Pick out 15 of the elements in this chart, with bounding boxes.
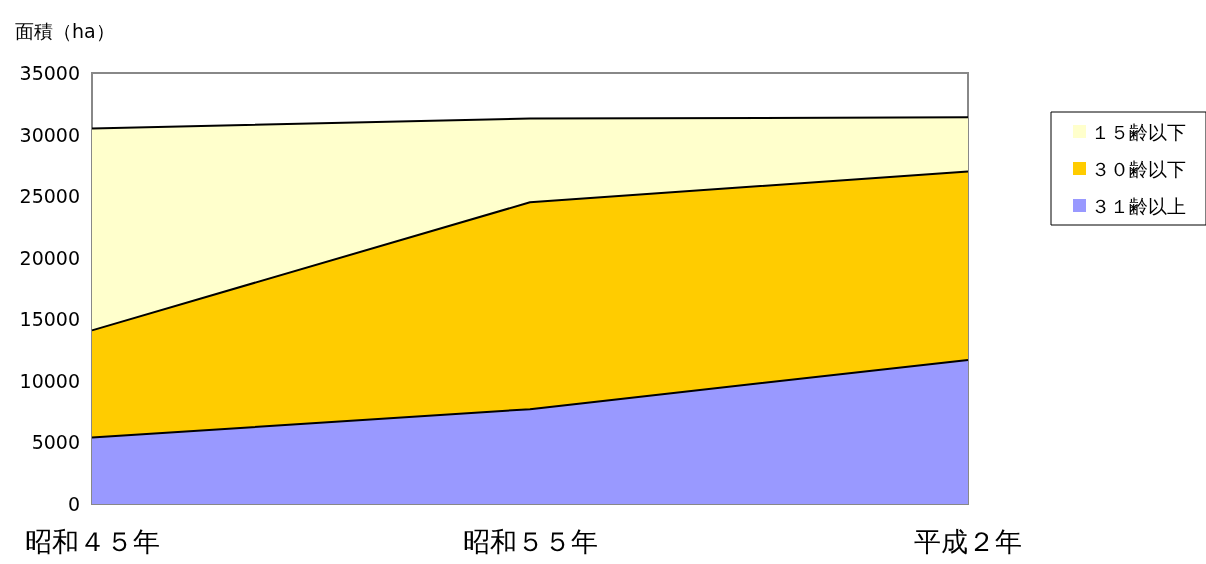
x-tick-label: 昭和４５年: [24, 526, 160, 557]
y-tick-label: 25000: [19, 185, 80, 208]
y-tick-label: 35000: [19, 62, 80, 84]
legend-label: ３１齢以上: [1091, 194, 1186, 217]
x-tick-label: 平成２年: [914, 526, 1022, 557]
y-tick-label: 30000: [19, 123, 80, 146]
y-tick-label: 15000: [19, 308, 80, 331]
legend-label: １５齢以下: [1091, 120, 1186, 143]
y-tick-label: 0: [67, 493, 80, 515]
y-tick-label: 20000: [19, 246, 80, 269]
legend-label: ３０齢以下: [1091, 157, 1186, 180]
y-tick-label: 10000: [19, 369, 80, 392]
y-axis-title: 面積（ha）: [15, 19, 115, 42]
y-tick-label: 5000: [31, 431, 80, 454]
x-tick-label: 昭和５５年: [462, 526, 598, 557]
